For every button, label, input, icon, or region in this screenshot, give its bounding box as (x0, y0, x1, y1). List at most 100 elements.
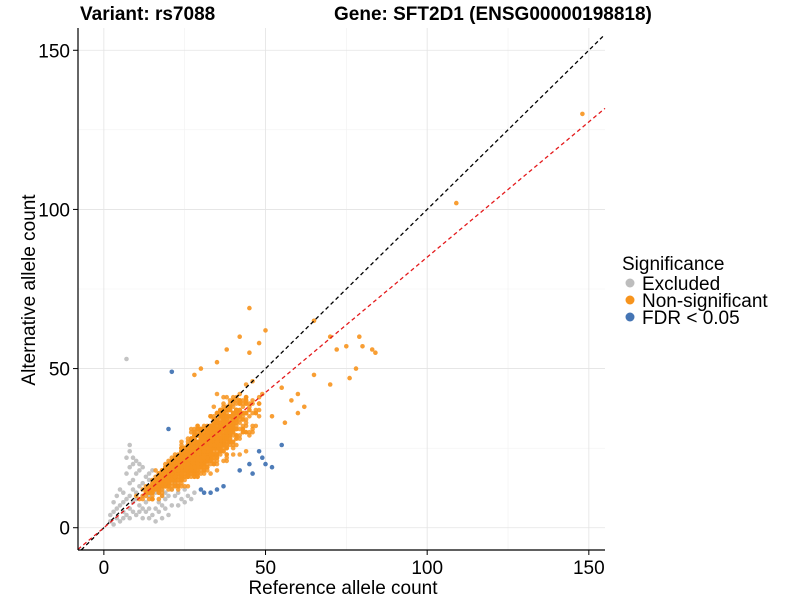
point-non-significant (179, 455, 184, 461)
point-non-significant (159, 477, 165, 483)
point-non-significant (205, 468, 210, 473)
point-non-significant (195, 455, 200, 461)
point-non-significant (230, 429, 236, 435)
point-non-significant (211, 461, 217, 467)
point-non-significant (211, 420, 217, 426)
point-non-significant (227, 439, 233, 445)
point-excluded (137, 509, 142, 515)
point-non-significant (150, 490, 155, 496)
point-non-significant (221, 401, 226, 406)
point-excluded (188, 496, 194, 502)
point-non-significant (188, 442, 194, 448)
point-non-significant (195, 429, 200, 435)
point-excluded (159, 515, 165, 521)
point-non-significant (237, 417, 242, 422)
point-non-significant (302, 404, 307, 410)
point-non-significant (224, 420, 229, 426)
axes: 0 50 100 150 0 50 100 150 (38, 28, 605, 579)
point-excluded (130, 455, 136, 461)
point-non-significant (205, 445, 210, 451)
point-non-significant (163, 477, 168, 483)
reference-lines (77, 33, 606, 551)
point-non-significant (175, 487, 181, 492)
point-excluded (127, 464, 132, 470)
point-excluded (137, 468, 142, 473)
point-non-significant (201, 458, 207, 464)
point-non-significant (247, 429, 252, 435)
point-excluded (130, 477, 136, 483)
point-non-significant (172, 474, 178, 480)
point-non-significant (227, 442, 233, 448)
point-non-significant (185, 474, 191, 480)
legend-swatch-excluded (625, 278, 635, 288)
point-excluded (111, 509, 116, 515)
grid (78, 28, 605, 550)
point-non-significant (198, 455, 204, 461)
point-non-significant (240, 417, 246, 422)
point-non-significant (221, 417, 226, 422)
point-excluded (140, 480, 145, 486)
point-non-significant (214, 429, 220, 435)
point-non-significant (240, 429, 246, 435)
point-non-significant (243, 394, 249, 400)
point-excluded (114, 493, 120, 499)
point-non-significant (218, 420, 223, 426)
point-non-significant (250, 398, 255, 403)
point-non-significant (214, 455, 220, 461)
point-non-significant (211, 414, 217, 419)
legend-title: Significance (622, 254, 724, 275)
point-non-significant (188, 426, 194, 432)
point-non-significant (166, 468, 171, 473)
point-non-significant (201, 442, 207, 448)
point-non-significant (208, 433, 213, 438)
point-fdr (247, 461, 252, 467)
point-non-significant (201, 464, 207, 470)
point-excluded (146, 506, 152, 511)
point-non-significant (282, 420, 288, 426)
point-non-significant (205, 452, 210, 457)
point-non-significant (234, 420, 239, 426)
point-non-significant (237, 436, 242, 441)
point-non-significant (179, 439, 184, 445)
point-excluded (130, 487, 136, 492)
point-non-significant (224, 410, 229, 416)
reference-line-fitted (77, 107, 606, 550)
legend-label-excluded: Excluded (642, 274, 720, 295)
point-non-significant (218, 414, 223, 419)
point-non-significant (224, 433, 229, 438)
point-non-significant (256, 401, 262, 406)
point-non-significant (240, 414, 246, 419)
point-excluded (137, 484, 142, 489)
point-non-significant (205, 449, 210, 454)
point-non-significant (289, 398, 294, 403)
point-excluded (163, 496, 168, 502)
point-non-significant (201, 468, 207, 473)
point-non-significant (159, 493, 165, 499)
point-excluded (143, 500, 149, 505)
point-non-significant (208, 458, 213, 464)
point-excluded (153, 506, 158, 511)
point-non-significant (143, 493, 149, 499)
point-non-significant (205, 433, 210, 438)
point-excluded (140, 515, 145, 521)
point-non-significant (208, 461, 213, 467)
point-non-significant (192, 464, 197, 470)
point-non-significant (201, 439, 207, 445)
point-non-significant (221, 404, 226, 410)
point-non-significant (357, 334, 362, 340)
point-excluded (166, 512, 171, 518)
point-non-significant (188, 468, 194, 473)
point-excluded (146, 477, 152, 483)
point-non-significant (185, 484, 191, 489)
point-non-significant (250, 423, 255, 429)
point-non-significant (218, 439, 223, 445)
point-non-significant (169, 464, 175, 470)
point-excluded (130, 509, 136, 515)
point-non-significant (150, 493, 155, 499)
point-non-significant (240, 398, 246, 403)
point-non-significant (205, 455, 210, 461)
point-excluded (127, 449, 132, 454)
point-non-significant (175, 474, 181, 480)
point-non-significant (311, 372, 317, 378)
point-non-significant (214, 442, 220, 448)
